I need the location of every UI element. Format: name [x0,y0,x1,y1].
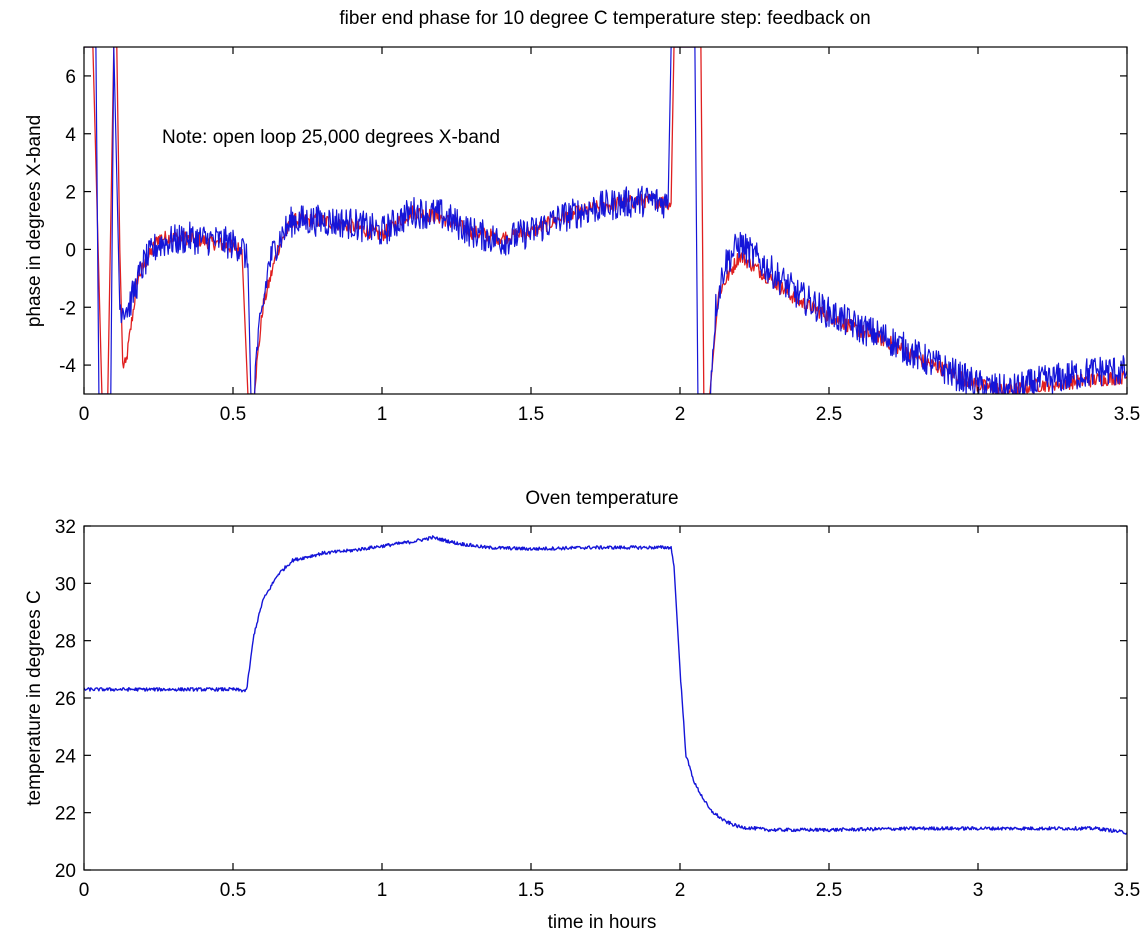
y-tick-label: 6 [65,67,76,88]
y-tick-label: 28 [55,632,76,653]
y-tick-label: -2 [59,298,76,319]
y-tick-label: 22 [55,804,76,825]
y-tick-label: 20 [55,861,76,882]
x-tick-label: 2.5 [816,404,842,425]
phase-chart-frame [83,46,1128,395]
oven-chart-ylabel: temperature in degrees C [24,590,45,805]
phase-chart-title: fiber end phase for 10 degree C temperat… [339,8,870,29]
x-tick-label: 2 [675,880,686,901]
x-tick-label: 0.5 [220,880,246,901]
x-tick-label: 1.5 [518,880,544,901]
phase-chart-ylabel: phase in degrees X-band [24,115,45,327]
oven-chart-xlabel: time in hours [548,912,657,933]
phase-chart: fiber end phase for 10 degree C temperat… [24,8,1140,425]
x-tick-label: 1.5 [518,404,544,425]
red-series-line [84,47,1127,394]
oven-chart-frame [83,525,1128,871]
x-tick-label: 2 [675,404,686,425]
phase-chart-ticks: 0 0.5 1 1.5 2 2.5 3 3.5 -4 -2 0 2 4 6 [59,47,1140,425]
y-tick-label: 26 [55,689,76,710]
x-tick-label: 0 [79,404,90,425]
x-tick-label: 0 [79,880,90,901]
phase-chart-lines [84,47,1127,394]
oven-chart: Oven temperature 0 0.5 1 1.5 2 2.5 3 3.5 20 22 24 2… [24,488,1140,933]
x-tick-label: 3 [973,880,984,901]
x-tick-label: 3 [973,404,984,425]
oven-chart-ticks: 0 0.5 1 1.5 2 2.5 3 3.5 20 22 24 26 28 30 32 [55,517,1140,901]
x-tick-label: 3.5 [1114,880,1140,901]
y-tick-label: -4 [59,356,76,377]
oven-chart-title: Oven temperature [525,488,678,509]
x-tick-label: 1 [377,880,388,901]
y-tick-label: 24 [55,746,77,767]
y-tick-label: 30 [55,574,76,595]
y-tick-label: 2 [65,183,76,204]
y-tick-label: 0 [65,240,76,261]
blue-series-line [84,535,1127,835]
x-tick-label: 0.5 [220,404,246,425]
x-tick-label: 3.5 [1114,404,1140,425]
x-tick-label: 2.5 [816,880,842,901]
blue-series-line [84,47,1127,394]
y-tick-label: 4 [65,125,76,146]
phase-chart-annotation: Note: open loop 25,000 degrees X-band [162,127,500,148]
oven-chart-lines [84,535,1127,835]
y-tick-label: 32 [55,517,76,538]
x-tick-label: 1 [377,404,388,425]
